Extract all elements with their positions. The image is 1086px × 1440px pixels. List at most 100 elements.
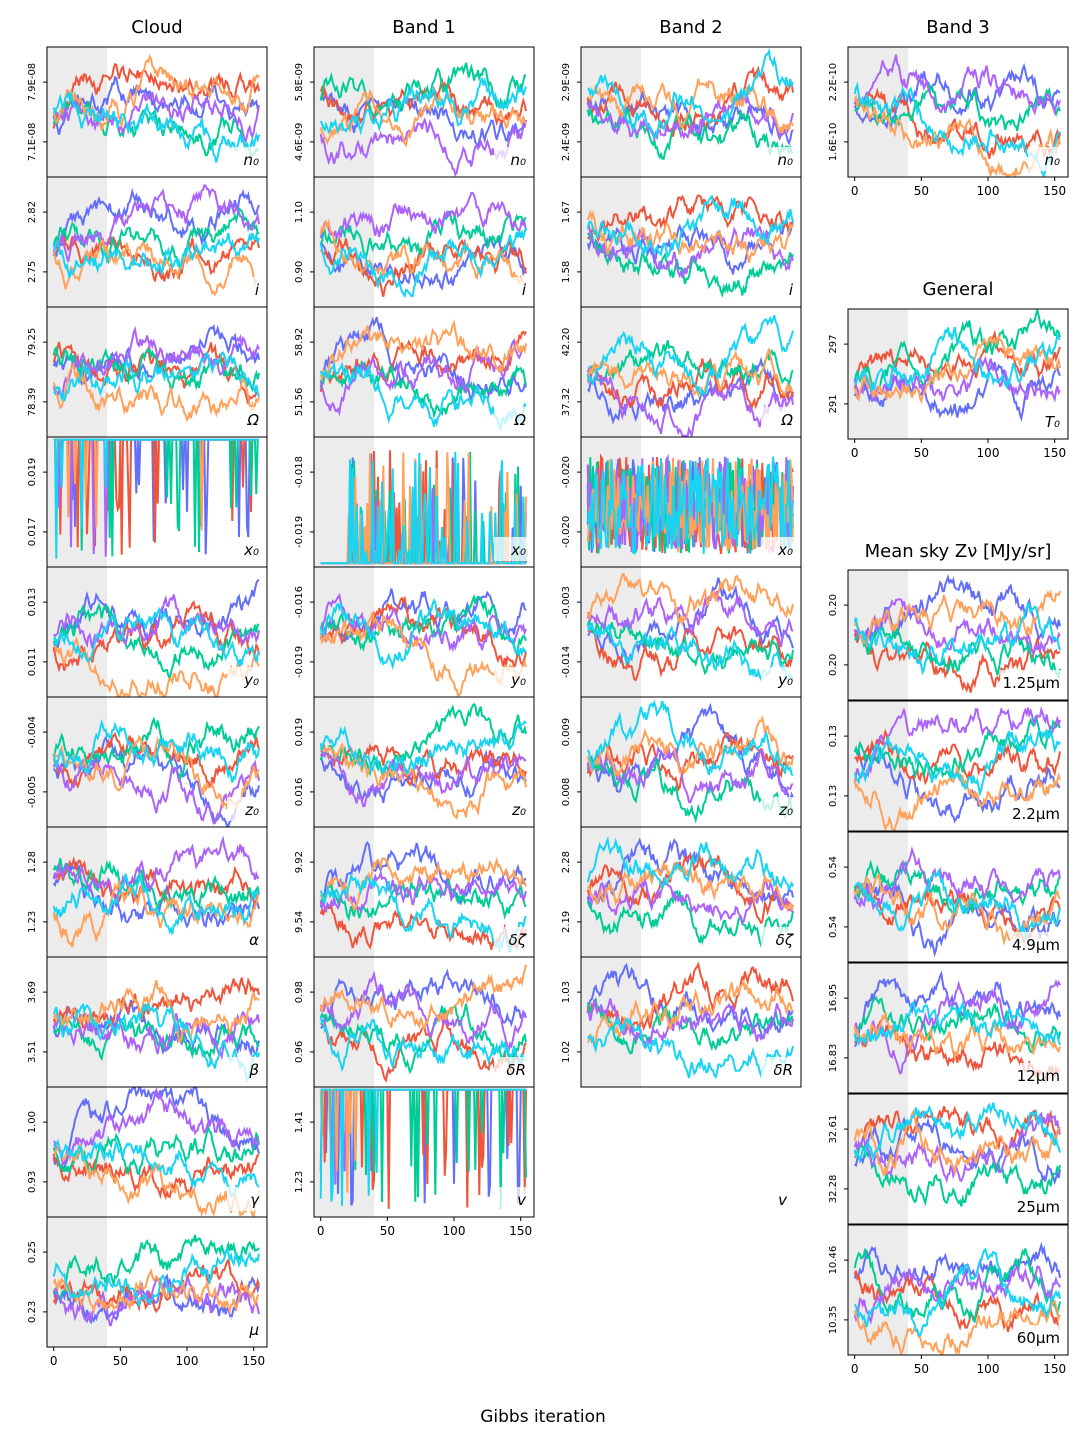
trace-chain-2 [586, 961, 794, 1034]
trace-chain-5 [319, 612, 527, 697]
trace-chain-4 [52, 835, 260, 904]
y-tick-label: 0.017 [27, 518, 38, 547]
column-title-cloud: Cloud [131, 17, 182, 38]
y-tick-label: 0.23 [27, 1301, 38, 1323]
trace-chain-6 [319, 1016, 527, 1073]
y-tick-label: 0.98 [294, 981, 305, 1003]
y-tick-label: 0.20 [828, 594, 839, 616]
x-tick-label: 100 [977, 446, 1000, 460]
trace-chain-3 [52, 1016, 260, 1062]
y-tick-label: 297 [828, 335, 839, 354]
y-tick-label: 78.39 [27, 388, 38, 417]
panel-band1-z0: 0.019 0.016 z₀ [294, 696, 535, 828]
trace-chain-6 [52, 1002, 260, 1082]
panel-sky-25: 32.61 32.28 25μm [828, 1093, 1069, 1225]
trace-chain-6 [586, 194, 794, 259]
trace-chain-5 [52, 735, 260, 811]
trace-chain-2 [319, 595, 527, 669]
traces [586, 836, 794, 948]
trace-chain-4 [853, 1111, 1061, 1184]
panel-cloud-gamma: 1.00 0.93 γ [27, 1086, 268, 1218]
y-tick-label: 16.83 [828, 1044, 839, 1073]
panel-label: μ [248, 1321, 259, 1339]
y-tick-label: 9.92 [294, 851, 305, 873]
y-tick-label: 32.28 [828, 1175, 839, 1204]
traces [52, 716, 260, 827]
trace-chain-4 [853, 54, 1061, 116]
y-tick-label: 2.75 [27, 261, 38, 283]
panel-band2-n0: 2.9E-09 2.4E-09 n₀ [561, 46, 802, 178]
panel-label: Ω [514, 411, 527, 429]
y-tick-label: 0.013 [27, 588, 38, 617]
panel-band1-n0: 5.8E-09 4.6E-09 n₀ [294, 46, 535, 178]
panel-cloud-alpha: 1.28 1.23 α [27, 826, 268, 958]
panel-label: n₀ [510, 151, 526, 169]
panel-label-bg [227, 667, 263, 691]
trace-chain-6 [853, 1247, 1061, 1337]
y-tick-label: 1.23 [294, 1171, 305, 1193]
panel-label-bg [761, 407, 797, 431]
panel-label-bg [761, 147, 797, 171]
x-tick-label: 100 [977, 1362, 1000, 1376]
panel-label-bg [227, 797, 263, 821]
traces [586, 453, 794, 555]
trace-chain-1 [52, 1087, 260, 1171]
section-title-general: General [923, 279, 994, 300]
trace-chain-2 [853, 1105, 1061, 1159]
trace-chain-1 [586, 962, 794, 1040]
column-title-band2: Band 2 [659, 17, 722, 38]
y-tick-label: 4.6E-09 [294, 123, 305, 162]
panel-label: i [789, 281, 794, 299]
column-title-band3: Band 3 [926, 17, 989, 38]
trace-chain-4 [319, 116, 527, 177]
traces [319, 588, 527, 697]
panel-label-bg [227, 927, 263, 951]
panel-label-bg [494, 407, 530, 431]
traces [52, 54, 260, 163]
panel-label-bg [494, 797, 530, 821]
panel-label: y₀ [777, 671, 793, 689]
panel-label: 4.9μm [1012, 936, 1060, 954]
panel-band1-dR: 0.98 0.96 δR [294, 956, 535, 1088]
trace-chain-1 [52, 187, 260, 257]
trace-chain-6 [586, 456, 794, 555]
y-tick-label: 0.20 [828, 654, 839, 676]
trace-chain-6 [52, 231, 260, 278]
panel-label: y₀ [243, 671, 259, 689]
trace-chain-4 [52, 91, 260, 144]
traces [52, 1087, 260, 1217]
panel-label-bg [494, 1057, 530, 1081]
y-tick-label: 2.2E-10 [828, 63, 839, 102]
y-tick-label: 0.019 [27, 458, 38, 487]
panel-frame [580, 956, 802, 1088]
panel-cloud-beta: 3.69 3.51 β [27, 956, 268, 1088]
panel-frame [847, 1093, 1069, 1225]
trace-chain-6 [52, 606, 260, 667]
trace-chain-1 [52, 323, 260, 387]
traces [319, 191, 527, 299]
y-tick-label: -0.016 [294, 586, 305, 618]
y-tick-label: 0.13 [828, 725, 839, 747]
x-tick-label: 150 [1043, 184, 1066, 198]
panel-label-bg [1020, 1325, 1064, 1349]
x-tick-label: 100 [443, 1224, 466, 1238]
panel-label-bg [761, 667, 797, 691]
y-tick-label: 9.54 [294, 911, 305, 933]
panel-sky-60: 10.46 10.35 60μm 0 50 100 150 [828, 1224, 1069, 1376]
trace-chain-6 [319, 598, 527, 671]
panel-frame [847, 308, 1069, 440]
panel-label: i [522, 281, 527, 299]
burnin-region [47, 827, 107, 957]
y-tick-label: 32.61 [828, 1115, 839, 1144]
trace-chain-4 [52, 594, 260, 649]
x-tick-label: 150 [242, 1354, 265, 1368]
y-tick-label: 37.32 [561, 388, 572, 417]
panel-label: γ [250, 1191, 260, 1209]
y-tick-label: 0.019 [294, 718, 305, 747]
x-axis-label: Gibbs iteration [480, 1407, 606, 1427]
section-title-mean-sky: Mean sky Zν [MJy/sr] [865, 541, 1052, 562]
panel-label-bg [227, 537, 263, 561]
y-tick-label: 1.58 [561, 261, 572, 283]
panel-band1-Omega: 58.92 51.56 Ω [294, 306, 535, 438]
trace-chain-5 [52, 362, 260, 423]
